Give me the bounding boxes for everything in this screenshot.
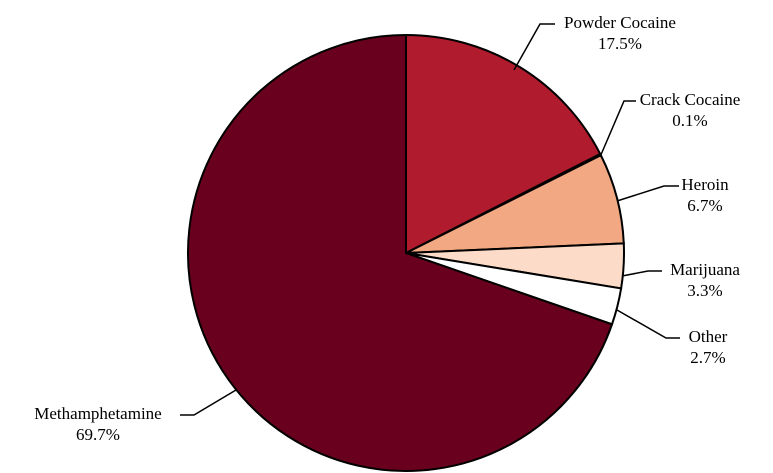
slice-label-other: Other xyxy=(689,327,728,346)
slice-labels: Powder Cocaine 17.5% Crack Cocaine 0.1% Hero… xyxy=(34,13,740,444)
leader-line-other xyxy=(616,309,680,339)
slice-value-marijuana: 3.3% xyxy=(687,281,722,300)
slice-value-powder-cocaine: 17.5% xyxy=(598,34,642,53)
slice-value-other: 2.7% xyxy=(690,348,725,367)
slice-label-powder-cocaine: Powder Cocaine xyxy=(564,13,676,32)
slice-label-heroin: Heroin xyxy=(681,175,729,194)
pie-slices xyxy=(186,33,625,472)
leader-line-methamphetamine xyxy=(180,389,237,416)
leader-line-powder-cocaine xyxy=(513,23,555,71)
pie-slice-powder-cocaine xyxy=(405,33,602,255)
slice-value-heroin: 6.7% xyxy=(687,196,722,215)
leader-lines xyxy=(180,23,680,416)
leader-line-marijuana xyxy=(621,270,662,277)
slice-label-crack-cocaine: Crack Cocaine xyxy=(640,90,741,109)
leader-line-heroin xyxy=(616,185,679,202)
leader-line-crack-cocaine xyxy=(599,100,636,158)
slice-label-marijuana: Marijuana xyxy=(670,260,740,279)
slice-value-methamphetamine: 69.7% xyxy=(76,425,120,444)
slice-value-crack-cocaine: 0.1% xyxy=(672,111,707,130)
pie-slice-methamphetamine xyxy=(186,33,614,472)
slice-label-methamphetamine: Methamphetamine xyxy=(34,404,161,423)
